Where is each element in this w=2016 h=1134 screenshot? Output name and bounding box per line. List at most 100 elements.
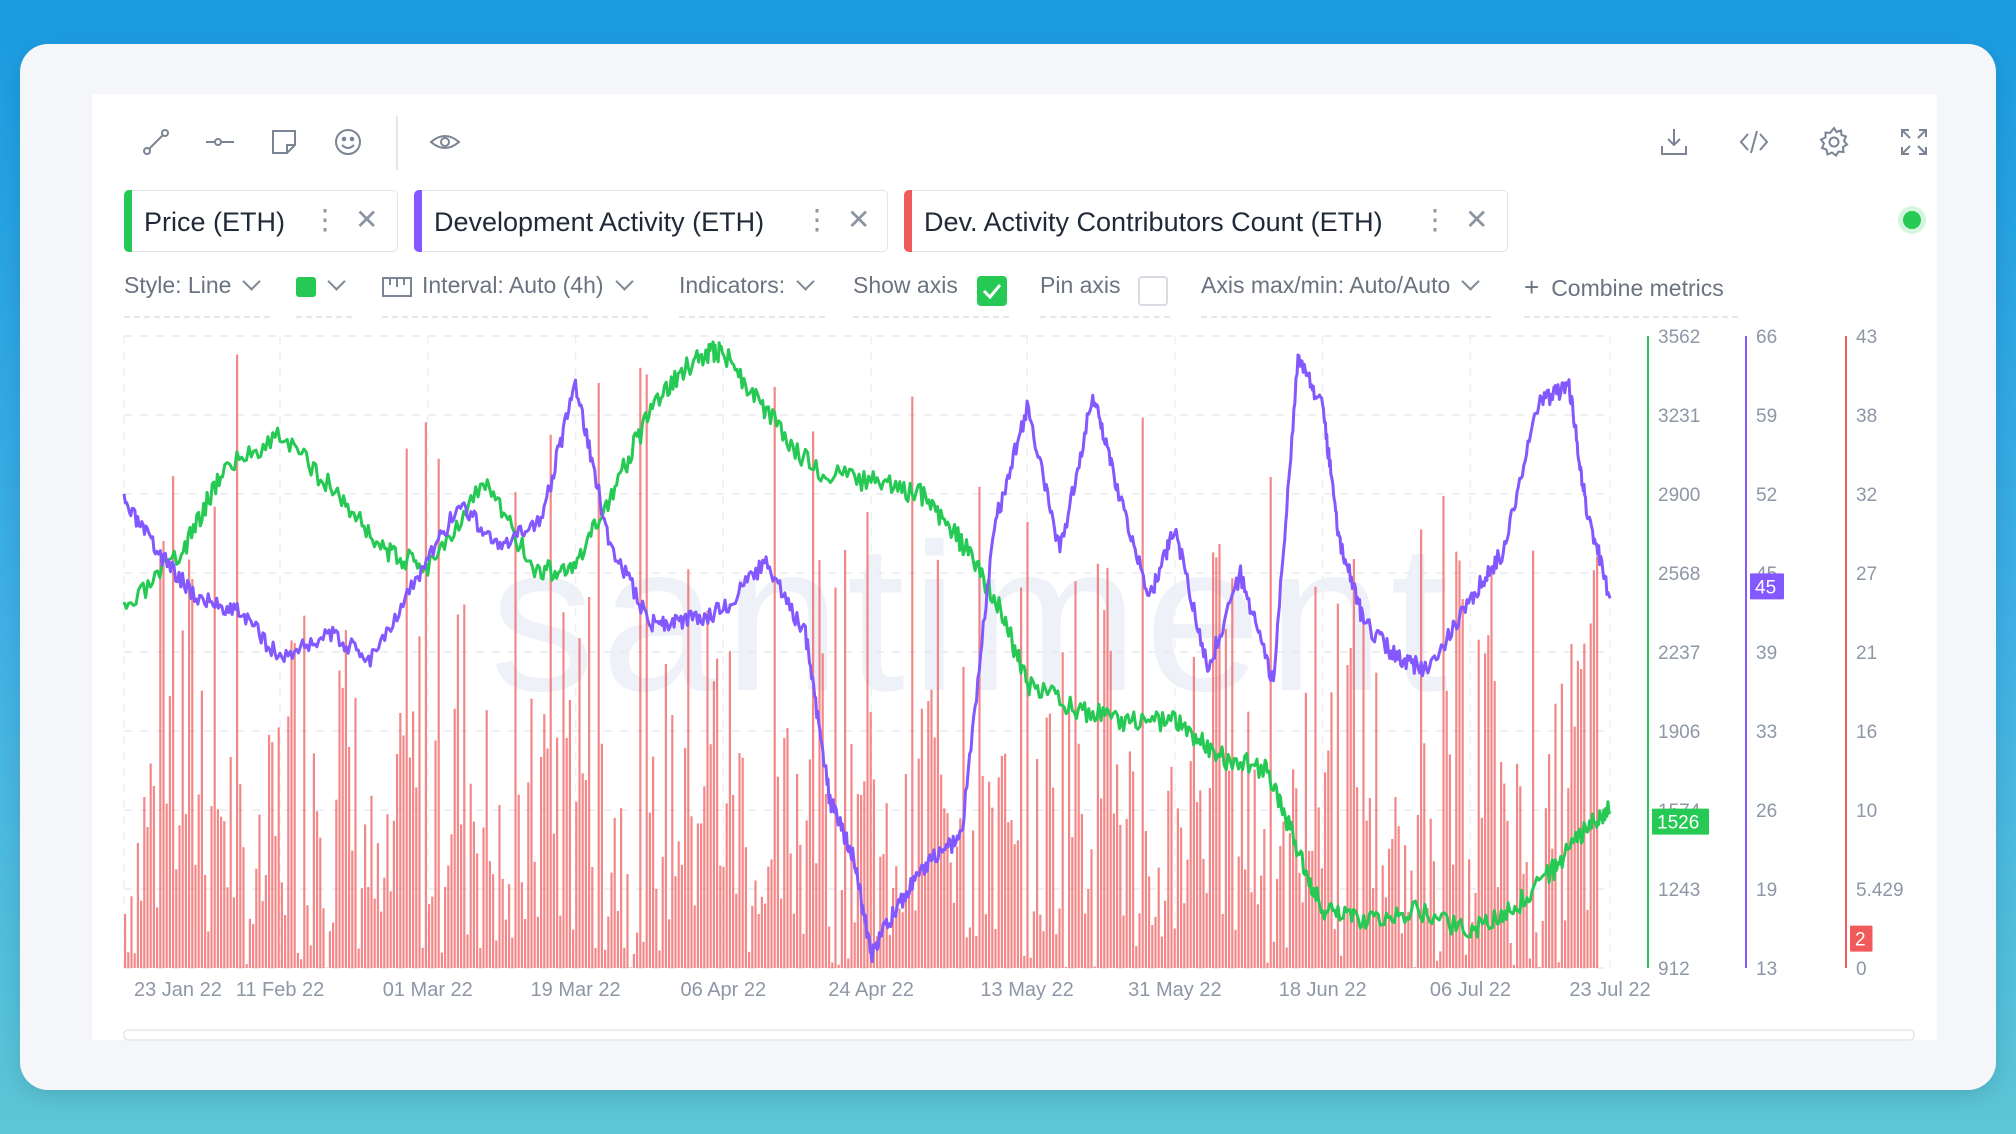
contributors-bar [1327,750,1330,968]
contributors-bar [1180,827,1183,968]
embed-code-icon[interactable] [1734,122,1774,162]
contributors-bar [831,962,834,968]
range-navigator [123,1029,1915,1041]
contributors-bar [210,806,213,968]
contributors-bar [1039,914,1042,968]
contributors-bar [284,915,287,968]
combine-metrics-button[interactable]: + Combine metrics [1524,272,1738,318]
y-tick-label: 52 [1756,485,1777,506]
contributors-bar [1029,957,1032,968]
contributors-bar [978,486,981,968]
contributors-bar [1391,838,1394,968]
contributors-bar [1183,903,1186,968]
contributors-bar [1442,495,1445,968]
contributors-bar [152,786,155,968]
metric-chip-dev-activity[interactable]: Development Activity (ETH) ⋮ ✕ [414,190,888,252]
indicators-dropdown[interactable]: Indicators: [679,272,825,318]
contributors-bar [1215,557,1218,968]
show-axis-toggle[interactable]: Show axis [853,272,1009,318]
contributors-bar [1343,907,1346,968]
more-options-icon[interactable]: ⋮ [311,204,339,235]
chart-lines [122,340,1612,964]
contributors-bar [1148,876,1151,968]
contributors-bar [181,630,184,968]
y-tick-label: 2568 [1658,564,1700,585]
more-options-icon[interactable]: ⋮ [1421,204,1449,235]
contributors-bar [1042,931,1045,968]
contributors-bar [991,807,994,968]
contributors-bar [725,803,728,968]
metric-chip-contributors[interactable]: Dev. Activity Contributors Count (ETH) ⋮… [904,190,1508,252]
more-options-icon[interactable]: ⋮ [803,204,831,235]
contributors-bar [1269,477,1272,968]
pin-axis-checkbox[interactable] [1138,276,1168,306]
contributors-bar [1490,565,1493,968]
contributors-bar [943,808,946,968]
contributors-bar [264,874,267,968]
contributors-bar [383,877,386,968]
contributors-bar [684,747,687,968]
contributors-bar [952,902,955,968]
show-axis-label: Show axis [853,272,958,298]
close-icon[interactable]: ✕ [1465,204,1489,235]
horizontal-ray-icon[interactable] [200,122,240,162]
price-line [122,340,1612,939]
contributors-bar [460,824,463,968]
contributors-bar [396,753,399,968]
contributors-bar [1084,913,1087,968]
contributors-bar [1538,966,1541,968]
contributors-bar [1016,840,1019,968]
contributors-bar [1557,962,1560,968]
contributors-bar [1413,967,1416,968]
contributors-bar [479,948,482,968]
interval-label: Interval: Auto (4h) [422,272,604,298]
style-dropdown[interactable]: Style: Line [124,272,270,318]
contributors-bar [280,882,283,968]
contributors-bar [252,924,255,968]
contributors-bar [1192,656,1195,968]
x-tick-label: 01 Mar 22 [383,979,473,1001]
current-value-label: 45 [1755,577,1776,598]
contributors-bar [1212,552,1215,968]
axis-maxmin-dropdown[interactable]: Axis max/min: Auto/Auto [1201,272,1491,318]
contributors-bar [748,951,751,968]
settings-gear-icon[interactable] [1814,122,1854,162]
eye-icon[interactable] [425,122,465,162]
interval-dropdown[interactable]: Interval: Auto (4h) [382,272,648,318]
contributors-bar [498,805,501,968]
color-picker[interactable] [296,272,352,318]
line-draw-icon[interactable] [136,122,176,162]
contributors-bar [1439,951,1442,968]
contributors-bar [1356,787,1359,968]
close-icon[interactable]: ✕ [355,204,379,235]
pin-axis-toggle[interactable]: Pin axis [1040,272,1170,318]
fullscreen-icon[interactable] [1894,122,1934,162]
contributors-bar [1026,521,1029,968]
contributors-bar [184,814,187,968]
y-tick-label: 10 [1856,801,1877,822]
contributors-bar [917,758,920,968]
metric-chip-price[interactable]: Price (ETH) ⋮ ✕ [124,190,398,252]
contributors-bar [738,753,741,968]
emoji-icon[interactable] [328,122,368,162]
contributors-bar [1493,681,1496,968]
contributors-bar [1509,942,1512,968]
pin-axis-label: Pin axis [1040,272,1121,298]
contributors-bar [136,842,139,968]
contributors-bar [1170,766,1173,968]
contributors-bar [632,953,635,968]
contributors-bar [373,898,376,968]
contributors-bar [1128,751,1131,968]
contributors-bar [626,874,629,968]
close-icon[interactable]: ✕ [847,204,871,235]
download-icon[interactable] [1654,122,1694,162]
contributors-bar [1064,966,1067,968]
y-tick-label: 33 [1756,722,1777,743]
contributors-bar [1154,916,1157,968]
sticky-note-icon[interactable] [264,122,304,162]
y-tick-label: 912 [1658,959,1690,980]
contributors-bar [1397,826,1400,968]
show-axis-checkbox[interactable] [977,276,1007,306]
ruler-icon [382,276,412,297]
